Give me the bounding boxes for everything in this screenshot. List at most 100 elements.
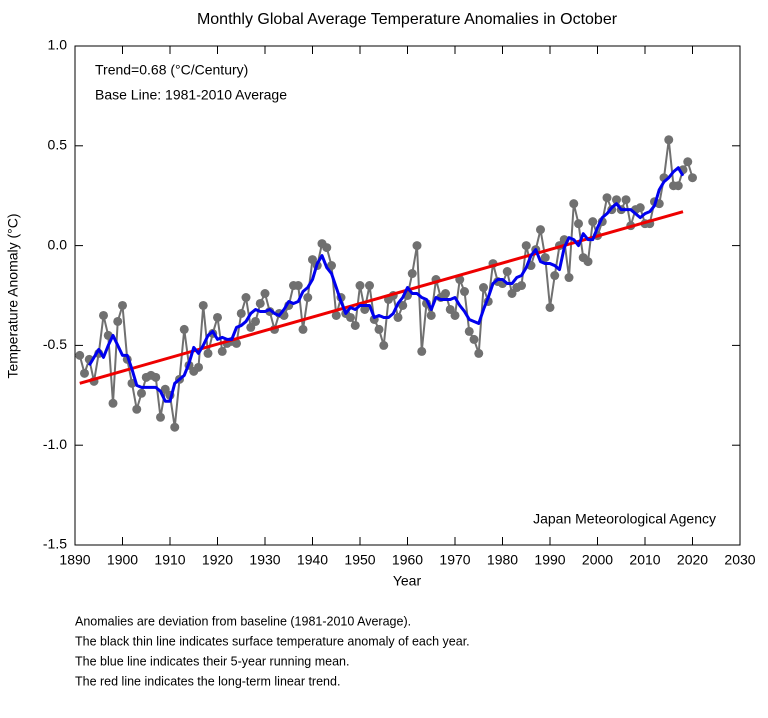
annual-marker: [293, 281, 303, 291]
annual-marker: [588, 217, 598, 227]
annual-marker: [412, 241, 422, 251]
annual-marker: [365, 281, 374, 291]
annotation: Base Line: 1981-2010 Average: [95, 87, 287, 103]
y-tick-label: -1.0: [43, 436, 67, 452]
annual-marker: [99, 310, 108, 320]
annual-marker: [569, 199, 579, 209]
annual-marker: [521, 241, 531, 251]
x-tick-label: 1960: [392, 552, 423, 568]
annual-marker: [217, 346, 227, 356]
x-tick-label: 1990: [534, 552, 565, 568]
annual-marker: [346, 312, 355, 322]
annual-marker: [179, 324, 189, 334]
annual-marker: [241, 292, 251, 302]
annual-marker: [460, 287, 469, 297]
annual-marker: [398, 300, 408, 310]
annual-marker: [583, 257, 593, 267]
annual-marker: [132, 404, 142, 414]
annual-marker: [550, 271, 560, 281]
annual-marker: [213, 312, 222, 322]
annual-marker: [360, 304, 370, 314]
annual-marker: [635, 203, 645, 213]
annual-marker: [612, 195, 621, 205]
annual-marker: [540, 253, 550, 263]
trend-line: [79, 210, 684, 385]
x-tick-label: 2010: [629, 552, 660, 568]
y-tick-label: -1.5: [43, 536, 67, 552]
annotation: Trend=0.68 (°C/Century): [95, 62, 248, 78]
annual-marker: [545, 302, 555, 312]
annual-marker: [203, 348, 213, 358]
annual-marker: [479, 283, 488, 293]
x-tick-label: 1900: [107, 552, 138, 568]
annual-marker: [673, 181, 683, 191]
x-tick-label: 1950: [344, 552, 375, 568]
x-tick-label: 2020: [677, 552, 708, 568]
x-tick-label: 1980: [487, 552, 518, 568]
annual-marker: [75, 350, 85, 360]
x-tick-label: 1970: [439, 552, 470, 568]
annual-marker: [236, 308, 246, 318]
x-tick-label: 2000: [582, 552, 613, 568]
annual-marker: [80, 368, 89, 378]
annual-marker: [417, 346, 427, 356]
annual-marker: [664, 135, 674, 145]
annual-marker: [450, 310, 460, 320]
annual-marker: [374, 324, 384, 334]
x-axis-label: Year: [393, 573, 422, 589]
annual-marker: [517, 281, 526, 291]
annual-marker: [322, 243, 332, 253]
x-tick-label: 2030: [724, 552, 755, 568]
annual-marker: [474, 348, 484, 358]
annual-marker: [151, 372, 161, 382]
annual-marker: [469, 334, 479, 344]
x-tick-label: 1910: [154, 552, 185, 568]
x-tick-label: 1920: [202, 552, 233, 568]
annual-marker: [198, 300, 208, 310]
annual-marker: [232, 338, 241, 348]
x-tick-label: 1930: [249, 552, 280, 568]
note: The red line indicates the long-term lin…: [75, 674, 340, 688]
annual-marker: [194, 362, 203, 372]
y-tick-label: -0.5: [43, 336, 67, 352]
annual-marker: [327, 261, 336, 271]
x-tick-label: 1890: [59, 552, 90, 568]
annual-marker: [251, 316, 260, 326]
annual-marker: [574, 219, 583, 229]
source: Japan Meteorological Agency: [533, 511, 716, 527]
annual-marker: [113, 316, 123, 326]
running-mean-line: [87, 166, 685, 403]
annual-marker: [564, 273, 574, 283]
annual-marker: [303, 292, 313, 302]
annual-marker: [350, 320, 360, 330]
annual-marker: [298, 324, 308, 334]
annual-marker: [170, 422, 180, 432]
x-tick-label: 1940: [297, 552, 328, 568]
annual-marker: [536, 225, 545, 235]
y-axis-label: Temperature Anomaly (°C): [5, 213, 21, 378]
note: Anomalies are deviation from baseline (1…: [75, 614, 411, 628]
annual-marker: [683, 157, 693, 167]
annual-marker: [156, 412, 165, 422]
annual-marker: [118, 300, 127, 310]
annual-marker: [602, 193, 612, 203]
annual-marker: [441, 289, 450, 299]
annual-marker: [426, 310, 436, 320]
annual-marker: [688, 173, 697, 183]
chart-title: Monthly Global Average Temperature Anoma…: [197, 11, 618, 28]
annual-marker: [502, 267, 512, 277]
annual-marker: [108, 398, 118, 408]
annual-marker: [260, 289, 270, 299]
note: The blue line indicates their 5-year run…: [75, 654, 349, 668]
annual-marker: [255, 298, 265, 308]
annual-marker: [137, 388, 146, 398]
annual-marker: [407, 269, 417, 279]
y-tick-label: 0.5: [48, 137, 68, 153]
y-tick-label: 0.0: [48, 236, 68, 252]
annual-marker: [355, 281, 365, 291]
annual-marker: [393, 312, 403, 322]
annual-marker: [379, 340, 389, 350]
note: The black thin line indicates surface te…: [75, 634, 470, 648]
y-tick-label: 1.0: [48, 37, 68, 53]
